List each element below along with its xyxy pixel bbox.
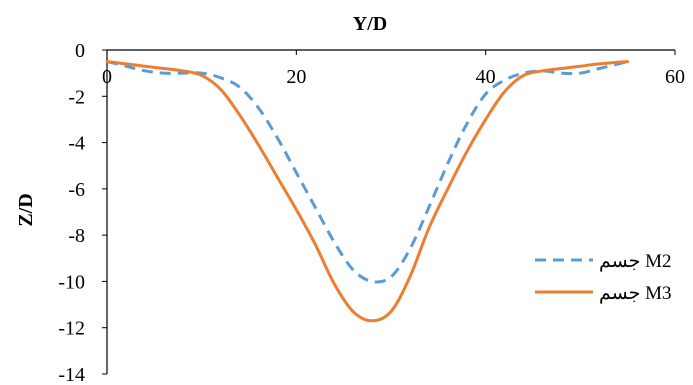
y-tick-labels: 0 -2 -4 -6 -8 -10 -12 -14 [58, 40, 107, 385]
x-tick-label: 60 [665, 66, 685, 88]
series-layer [105, 60, 630, 323]
y-tick-label: -6 [68, 179, 85, 201]
x-tick-label: 0 [102, 66, 112, 88]
x-axis-title: Y/D [353, 13, 387, 35]
y-tick-label: -14 [58, 364, 85, 385]
legend-label-1: جسم M2 [599, 251, 672, 272]
y-tick-label: -2 [68, 86, 85, 108]
x-tick-label: 20 [286, 66, 306, 88]
axes [106, 49, 675, 374]
series-line-1 [106, 60, 629, 284]
y-tick-label: -12 [58, 318, 85, 340]
legend: جسم M2 جسم M3 [535, 251, 672, 304]
y-tick-label: -4 [68, 133, 85, 155]
y-tick-label: -10 [58, 271, 85, 293]
series-line-2 [105, 60, 630, 323]
x-tick-labels: 0 20 40 60 [102, 50, 685, 88]
x-tick-label: 40 [476, 66, 496, 88]
y-tick-label: 0 [75, 40, 85, 62]
y-tick-label: -8 [68, 225, 85, 247]
y-axis-title: Z/D [15, 193, 37, 226]
legend-label-2: جسم M3 [599, 283, 672, 304]
